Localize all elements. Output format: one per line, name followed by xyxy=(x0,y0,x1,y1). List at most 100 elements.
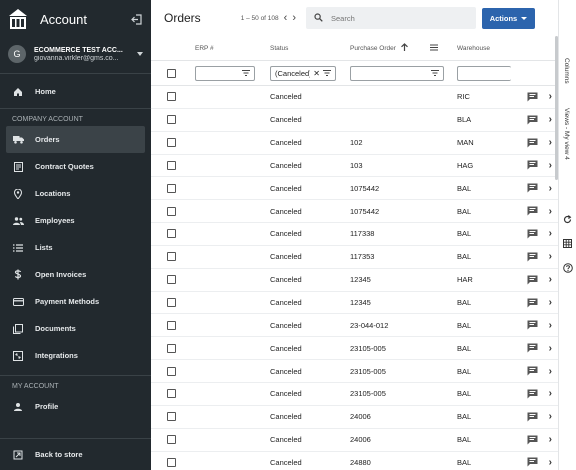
views-panel-toggle[interactable]: Views - My view 4 xyxy=(563,108,570,160)
chevron-right-icon[interactable]: › xyxy=(548,319,552,331)
sidebar-item-orders[interactable]: Orders xyxy=(6,126,145,153)
chevron-right-icon[interactable]: › xyxy=(548,342,552,354)
row-checkbox[interactable] xyxy=(166,229,176,239)
column-header-warehouse[interactable]: Warehouse xyxy=(457,44,490,52)
back-to-store-link[interactable]: Back to store xyxy=(0,438,151,470)
table-row[interactable]: Canceled 117353 BAL › xyxy=(151,246,558,269)
table-row[interactable]: Canceled 1075442 BAL › xyxy=(151,200,558,224)
chevron-right-icon[interactable]: › xyxy=(548,365,552,377)
refresh-icon[interactable] xyxy=(562,214,573,225)
sidebar-item-payment-methods[interactable]: Payment Methods xyxy=(0,288,151,315)
sidebar-item-employees[interactable]: Employees xyxy=(0,207,151,234)
search-box[interactable] xyxy=(305,7,476,29)
chevron-right-icon[interactable]: › xyxy=(548,114,552,126)
erp-filter-input[interactable] xyxy=(195,65,255,81)
column-header-erp[interactable]: ERP # xyxy=(195,44,214,52)
table-row[interactable]: Canceled 102 MAN › xyxy=(151,132,558,155)
columns-panel-toggle[interactable]: Columns xyxy=(563,58,570,84)
column-header-po[interactable]: Purchase Order xyxy=(346,43,453,53)
table-row[interactable]: Canceled 12345 BAL › xyxy=(151,292,558,315)
row-checkbox[interactable] xyxy=(166,457,176,467)
sidebar-item-documents[interactable]: Documents xyxy=(0,315,151,342)
chevron-right-icon[interactable]: › xyxy=(548,159,552,171)
comment-icon[interactable] xyxy=(527,252,538,262)
help-icon[interactable] xyxy=(562,262,573,273)
comment-icon[interactable] xyxy=(527,92,538,102)
chevron-right-icon[interactable]: › xyxy=(548,228,552,240)
comment-icon[interactable] xyxy=(527,229,538,239)
table-row[interactable]: Canceled 24006 BAL › xyxy=(151,429,558,452)
chevron-right-icon[interactable]: › xyxy=(548,456,552,468)
table-row[interactable]: Canceled BLA › xyxy=(151,109,558,132)
comment-icon[interactable] xyxy=(527,298,538,308)
sidebar-item-lists[interactable]: Lists xyxy=(0,234,151,261)
table-row[interactable]: Canceled 23105-005 BAL › xyxy=(151,360,558,383)
comment-icon[interactable] xyxy=(527,320,538,330)
chevron-left-icon[interactable]: ‹ xyxy=(283,12,288,24)
grid-table-icon[interactable] xyxy=(562,238,573,249)
row-checkbox[interactable] xyxy=(166,320,176,330)
table-row[interactable]: Canceled 23105-005 BAL › xyxy=(151,337,558,361)
comment-icon[interactable] xyxy=(527,343,538,353)
row-checkbox[interactable] xyxy=(166,206,176,216)
chevron-right-icon[interactable]: › xyxy=(548,205,552,217)
comment-icon[interactable] xyxy=(527,435,538,445)
chevron-right-icon[interactable]: › xyxy=(548,251,552,263)
table-row[interactable]: Canceled RIC › xyxy=(151,86,558,109)
filter-icon[interactable] xyxy=(323,70,331,76)
row-checkbox[interactable] xyxy=(166,435,176,445)
table-row[interactable]: Canceled 23-044-012 BAL › xyxy=(151,314,558,338)
sidebar-item-open-invoices[interactable]: Open Invoices xyxy=(0,261,151,288)
po-filter-input[interactable] xyxy=(350,65,444,81)
clear-icon[interactable]: ✕ xyxy=(313,68,320,78)
sidebar-item-contract-quotes[interactable]: Contract Quotes xyxy=(0,153,151,180)
row-checkbox[interactable] xyxy=(166,252,176,262)
table-row[interactable]: Canceled 24880 BAL › xyxy=(151,452,558,470)
row-checkbox[interactable] xyxy=(166,160,176,170)
sidebar-item-integrations[interactable]: Integrations xyxy=(0,342,151,369)
account-switcher[interactable]: G ECOMMERCE TEST ACC... giovanna.virkler… xyxy=(0,38,151,70)
comment-icon[interactable] xyxy=(527,115,538,125)
chevron-right-icon[interactable]: › xyxy=(548,388,552,400)
comment-icon[interactable] xyxy=(527,183,538,193)
row-checkbox[interactable] xyxy=(166,298,176,308)
column-menu-icon[interactable] xyxy=(429,43,438,53)
table-row[interactable]: Canceled 103 HAG › xyxy=(151,155,558,178)
row-checkbox[interactable] xyxy=(166,343,176,353)
chevron-right-icon[interactable]: › xyxy=(548,411,552,423)
vertical-scrollbar[interactable] xyxy=(555,36,558,180)
table-row[interactable]: Canceled 24006 BAL › xyxy=(151,406,558,429)
comment-icon[interactable] xyxy=(527,389,538,399)
filter-icon[interactable] xyxy=(242,70,250,76)
table-row[interactable]: Canceled 12345 HAR › xyxy=(151,269,558,292)
table-row[interactable]: Canceled 1075442 BAL › xyxy=(151,177,558,201)
comment-icon[interactable] xyxy=(527,412,538,422)
filter-icon[interactable] xyxy=(431,70,439,76)
sidebar-item-locations[interactable]: Locations xyxy=(0,180,151,207)
row-checkbox[interactable] xyxy=(166,366,176,376)
warehouse-filter-input[interactable] xyxy=(457,65,511,81)
sidebar-item-profile[interactable]: Profile xyxy=(0,393,151,420)
comment-icon[interactable] xyxy=(527,206,538,216)
chevron-right-icon[interactable]: › xyxy=(548,297,552,309)
chevron-right-icon[interactable]: › xyxy=(548,91,552,103)
search-input[interactable] xyxy=(330,13,461,23)
status-filter-input[interactable]: (Canceled) ✕ xyxy=(270,65,336,81)
chevron-right-icon[interactable]: › xyxy=(292,12,296,24)
collapse-sidebar-icon[interactable] xyxy=(129,12,143,26)
table-row[interactable]: Canceled 117338 BAL › xyxy=(151,223,558,246)
row-checkbox[interactable] xyxy=(166,389,176,399)
comment-icon[interactable] xyxy=(527,138,538,148)
comment-icon[interactable] xyxy=(527,457,538,467)
row-checkbox[interactable] xyxy=(166,92,176,102)
chevron-right-icon[interactable]: › xyxy=(548,434,552,446)
comment-icon[interactable] xyxy=(527,275,538,285)
select-all-checkbox[interactable] xyxy=(166,68,176,78)
table-row[interactable]: Canceled 23105-005 BAL › xyxy=(151,383,558,406)
sidebar-item-home[interactable]: Home xyxy=(0,78,151,105)
comment-icon[interactable] xyxy=(527,366,538,376)
row-checkbox[interactable] xyxy=(166,412,176,422)
chevron-right-icon[interactable]: › xyxy=(548,182,552,194)
row-checkbox[interactable] xyxy=(166,275,176,285)
chevron-right-icon[interactable]: › xyxy=(548,274,552,286)
